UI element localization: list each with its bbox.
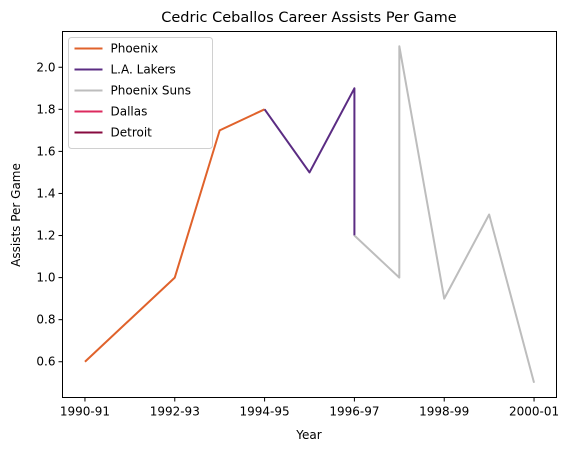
series-line-phoenix-suns	[353, 45, 536, 384]
y-tick-label: 1.0	[36, 271, 55, 285]
plot-area	[84, 45, 536, 384]
y-tick-label: 2.0	[36, 60, 55, 74]
legend-label: Dallas	[111, 105, 148, 119]
y-tick-label: 1.6	[36, 144, 55, 158]
x-tick-label: 2000-01	[509, 405, 559, 419]
legend-frame	[68, 37, 213, 149]
legend-label: Phoenix Suns	[111, 84, 192, 98]
legend: Phoenix L.A. Lakers Phoenix Suns Dallas Detr…	[68, 37, 213, 149]
plot-frame	[62, 31, 557, 398]
x-tick-label: 1992-93	[150, 405, 200, 419]
y-tick-label: 1.4	[36, 186, 55, 200]
y-tick-label: 1.2	[36, 229, 55, 243]
series-line-phoenix	[84, 108, 266, 363]
chart-title: Cedric Ceballos Career Assists Per Game	[161, 10, 457, 26]
x-tick-label: 1990-91	[60, 405, 110, 419]
series-line-l-a-lakers	[263, 87, 356, 236]
y-tick-label: 1.8	[36, 102, 55, 116]
x-axis-title: Year	[295, 428, 321, 442]
x-tick-label: 1998-99	[419, 405, 469, 419]
y-tick-label: 0.6	[36, 355, 55, 369]
legend-label: L.A. Lakers	[111, 63, 176, 77]
x-tick-label: 1994-95	[240, 405, 290, 419]
x-axis: 1990-91 1992-93 1994-95 1996-97 1998-99 2000-…	[60, 397, 559, 419]
y-axis: 0.6 0.8 1.0 1.2 1.4 1.6 1.8 2.0	[36, 60, 63, 369]
legend-label: Detroit	[111, 126, 153, 140]
y-axis-title: Assists Per Game	[9, 163, 23, 267]
legend-label: Phoenix	[111, 42, 159, 56]
x-tick-label: 1996-97	[329, 405, 379, 419]
y-tick-label: 0.8	[36, 313, 55, 327]
